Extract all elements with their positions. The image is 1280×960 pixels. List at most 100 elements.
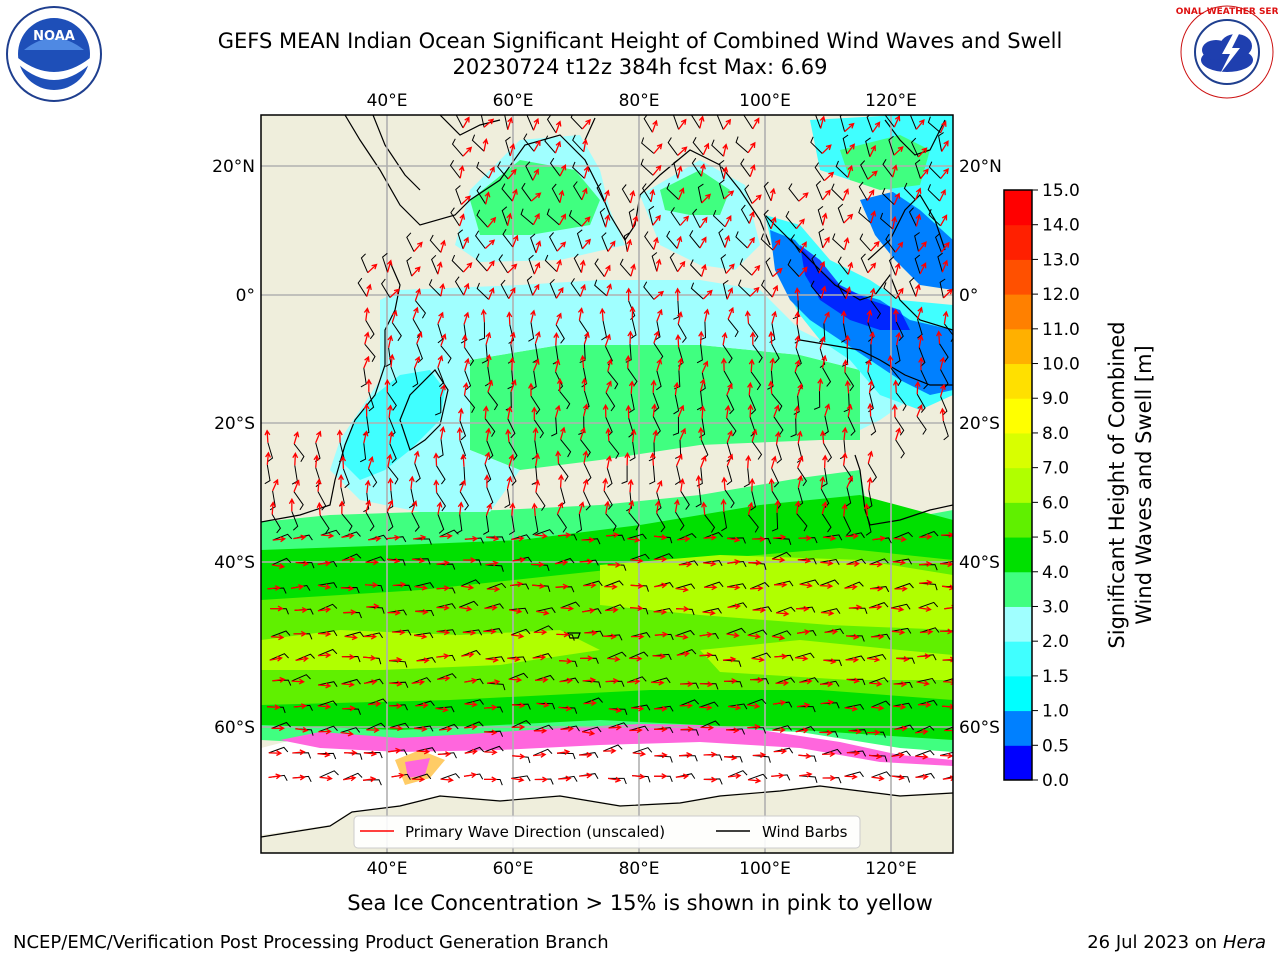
wind-barb	[459, 491, 470, 511]
wind-barb	[455, 185, 462, 205]
wind-barb	[726, 627, 746, 635]
wave-direction-arrow	[676, 453, 683, 466]
wave-direction-arrow	[918, 701, 932, 708]
wave-direction-arrow	[847, 164, 854, 178]
colorbar-swatch	[1004, 294, 1032, 330]
wave-direction-arrow	[462, 262, 473, 273]
wave-direction-arrow	[530, 192, 542, 202]
wind-barb	[536, 702, 556, 710]
wave-direction-arrow	[336, 429, 343, 443]
wind-barb	[365, 556, 385, 563]
wind-barb	[656, 370, 662, 391]
wave-direction-arrow	[722, 166, 729, 180]
wind-barb	[357, 277, 368, 297]
wave-direction-arrow	[486, 586, 501, 593]
wind-barb	[556, 752, 576, 760]
wave-direction-arrow	[506, 311, 513, 325]
wind-barb	[740, 204, 750, 224]
wind-barb	[775, 677, 796, 684]
wave-direction-arrow	[604, 214, 611, 228]
wave-direction-arrow	[555, 450, 562, 464]
wave-direction-arrow	[532, 117, 540, 131]
wind-barb	[868, 602, 889, 609]
wind-barb	[799, 775, 818, 783]
wind-barb	[920, 369, 929, 390]
wind-barb	[811, 253, 820, 274]
wind-barb	[630, 553, 650, 561]
wave-direction-arrow	[509, 331, 516, 345]
wind-barb	[703, 531, 723, 539]
wave-direction-arrow	[484, 451, 491, 465]
wave-direction-arrow	[340, 585, 355, 592]
wind-barb	[884, 115, 895, 128]
wave-direction-arrow	[506, 475, 513, 489]
wind-barb	[456, 514, 463, 534]
wind-barb	[606, 468, 613, 488]
wave-direction-arrow	[368, 535, 382, 542]
wind-barb	[486, 440, 494, 460]
wind-barb	[484, 603, 504, 609]
wind-barb	[870, 700, 891, 708]
wind-barb	[735, 136, 749, 154]
wave-direction-arrow	[628, 499, 635, 513]
wave-direction-arrow	[896, 656, 910, 662]
wave-direction-arrow	[629, 655, 643, 662]
wave-direction-arrow	[581, 730, 596, 737]
wave-direction-arrow	[752, 536, 766, 543]
lon-tick-label: 100°E	[739, 859, 791, 879]
wind-barb	[677, 323, 687, 343]
wave-direction-arrow	[844, 122, 855, 133]
wind-barb	[576, 229, 583, 249]
lon-tick-label: 60°E	[493, 859, 534, 879]
lon-tick-label: 80°E	[619, 859, 660, 879]
wind-barb	[839, 115, 846, 132]
wind-barb	[416, 747, 437, 753]
wind-barb	[387, 466, 399, 485]
wave-direction-arrow	[387, 404, 394, 418]
wind-barb	[267, 442, 274, 462]
wind-barb	[437, 439, 444, 459]
wave-direction-arrow	[745, 454, 752, 469]
wave-direction-arrow	[868, 753, 883, 760]
wave-direction-arrow	[940, 752, 953, 759]
wind-barb	[594, 258, 605, 277]
wave-direction-arrow	[579, 259, 586, 273]
wave-direction-arrow	[747, 777, 762, 784]
wave-direction-arrow	[533, 358, 540, 372]
wave-direction-arrow	[485, 353, 492, 368]
wind-barb	[678, 560, 699, 566]
wave-direction-arrow	[386, 453, 393, 467]
wind-barb	[824, 628, 845, 635]
wind-barb	[536, 607, 556, 614]
wave-direction-arrow	[464, 357, 470, 371]
wave-direction-arrow	[367, 456, 374, 469]
wave-direction-arrow	[484, 239, 496, 249]
lat-tick-label: 0°	[959, 286, 978, 306]
wave-direction-arrow	[724, 678, 738, 684]
wave-direction-arrow	[773, 404, 780, 417]
wave-direction-arrow	[893, 192, 901, 205]
wave-direction-arrow	[940, 168, 949, 179]
wind-barb	[578, 416, 585, 435]
wave-direction-arrow	[748, 358, 755, 372]
wave-direction-arrow	[748, 210, 755, 224]
wind-barb	[890, 603, 911, 610]
wind-barb	[601, 232, 609, 252]
wave-direction-arrow	[556, 501, 564, 515]
wave-direction-arrow	[915, 728, 929, 735]
wind-barb	[722, 659, 742, 667]
wave-direction-arrow	[679, 477, 685, 492]
wave-direction-arrow	[654, 752, 668, 759]
wind-barb	[865, 516, 872, 536]
colorbar-tick-label: 10.0	[1042, 355, 1080, 375]
wave-direction-arrow	[509, 608, 523, 615]
wave-direction-arrow	[654, 773, 668, 780]
wind-barb	[511, 534, 531, 540]
wind-barb	[344, 631, 365, 638]
wind-barb	[819, 579, 840, 587]
wind-barb	[608, 708, 628, 715]
wave-direction-arrow	[700, 724, 715, 731]
wave-direction-arrow	[579, 283, 586, 297]
wave-direction-arrow	[676, 165, 683, 179]
wave-direction-arrow	[317, 652, 332, 659]
